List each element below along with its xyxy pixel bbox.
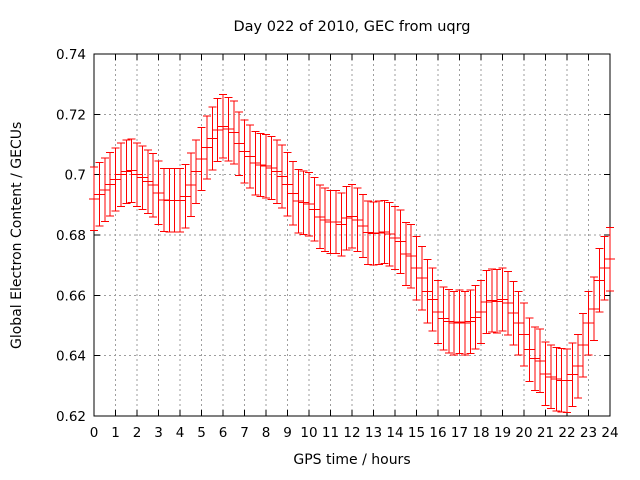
svg-text:7: 7 — [240, 425, 249, 441]
svg-text:20: 20 — [515, 425, 532, 441]
chart-title: Day 022 of 2010, GEC from uqrg — [233, 19, 471, 35]
svg-text:14: 14 — [386, 425, 403, 441]
svg-text:5: 5 — [197, 425, 206, 441]
svg-text:1: 1 — [111, 425, 120, 441]
svg-text:24: 24 — [601, 425, 618, 441]
svg-text:2: 2 — [133, 425, 142, 441]
svg-text:17: 17 — [451, 425, 468, 441]
svg-text:8: 8 — [262, 425, 271, 441]
svg-text:9: 9 — [283, 425, 292, 441]
svg-text:0.62: 0.62 — [56, 409, 86, 425]
svg-text:6: 6 — [219, 425, 228, 441]
svg-text:4: 4 — [176, 425, 185, 441]
svg-text:0.7: 0.7 — [65, 168, 86, 184]
svg-text:22: 22 — [558, 425, 575, 441]
svg-text:12: 12 — [343, 425, 360, 441]
svg-text:0.74: 0.74 — [56, 47, 86, 63]
svg-text:18: 18 — [472, 425, 489, 441]
svg-text:3: 3 — [154, 425, 163, 441]
svg-text:15: 15 — [408, 425, 425, 441]
svg-text:13: 13 — [365, 425, 382, 441]
svg-text:10: 10 — [300, 425, 317, 441]
svg-text:0.66: 0.66 — [56, 288, 86, 304]
svg-text:0: 0 — [90, 425, 99, 441]
svg-text:0.72: 0.72 — [56, 107, 86, 123]
svg-text:11: 11 — [322, 425, 339, 441]
svg-text:0.68: 0.68 — [56, 228, 86, 244]
svg-text:16: 16 — [429, 425, 446, 441]
svg-text:23: 23 — [580, 425, 597, 441]
svg-text:0.64: 0.64 — [56, 349, 86, 365]
svg-text:21: 21 — [537, 425, 554, 441]
svg-text:19: 19 — [494, 425, 511, 441]
x-axis-label: GPS time / hours — [293, 452, 411, 468]
